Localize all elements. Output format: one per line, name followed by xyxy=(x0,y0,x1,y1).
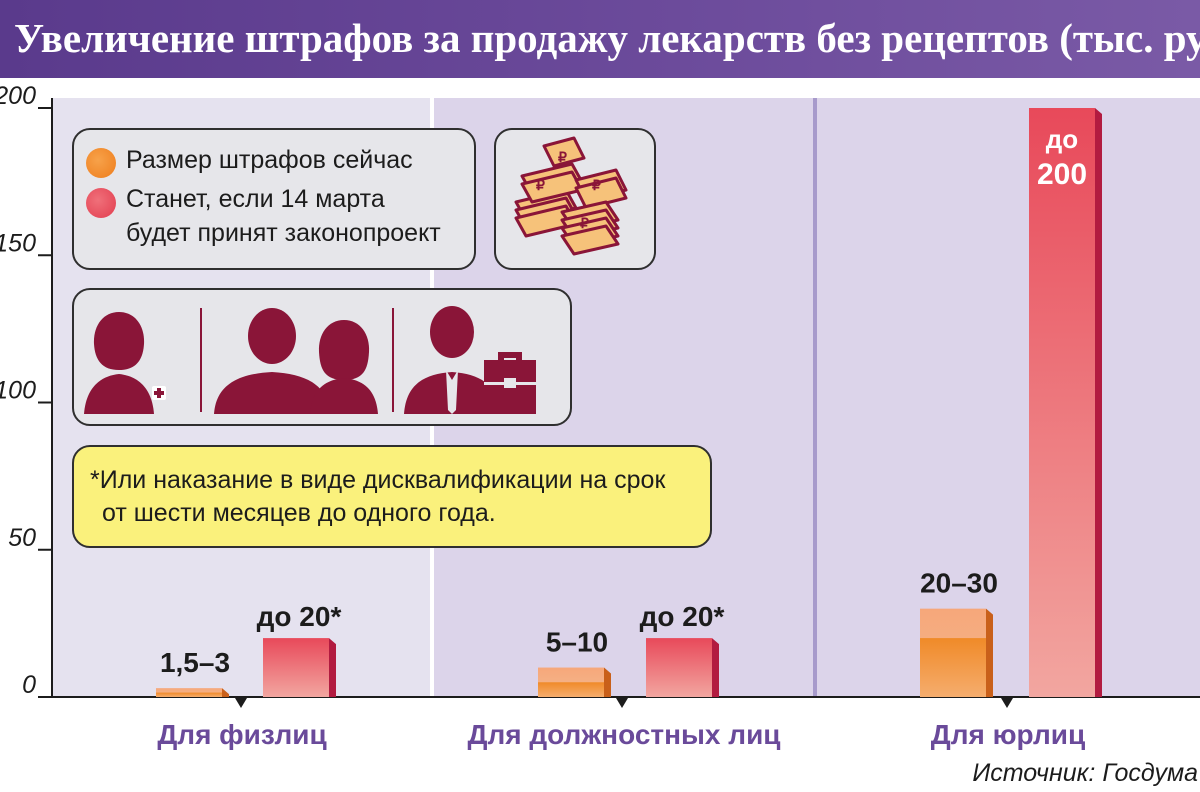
people-icons xyxy=(84,306,536,414)
category-pointer xyxy=(616,698,628,708)
svg-text:₽: ₽ xyxy=(592,177,601,193)
future-bar-label: до xyxy=(1046,124,1078,154)
people-icons-box xyxy=(72,288,572,426)
current-bar-min xyxy=(156,692,222,697)
category-pointer xyxy=(1001,698,1013,708)
svg-text:₽: ₽ xyxy=(580,215,589,231)
y-tick-label: 100 xyxy=(0,377,36,405)
svg-text:₽: ₽ xyxy=(536,177,545,193)
future-bar-label-value: 200 xyxy=(1037,158,1087,191)
businessman-briefcase-icon xyxy=(404,306,536,414)
legend-future-swatch xyxy=(86,188,116,218)
official-man-icon xyxy=(214,308,330,414)
future-bar xyxy=(646,638,712,697)
legend-box: Размер штрафов сейчас Станет, если 14 ма… xyxy=(72,128,476,270)
footnote-line2: от шести месяцев до одного года. xyxy=(102,499,496,527)
legend-current-label: Размер штрафов сейчас xyxy=(126,146,413,174)
category-label: Для юрлиц xyxy=(931,719,1085,750)
category-panel xyxy=(815,98,1200,697)
header-banner: Увеличение штрафов за продажу лекарств б… xyxy=(0,0,1200,78)
category-label: Для должностных лиц xyxy=(468,719,781,750)
future-bar xyxy=(1029,108,1095,697)
legend-current-swatch xyxy=(86,148,116,178)
footnote-line1: *Или наказание в виде дисквалификации на… xyxy=(90,466,666,494)
official-woman-icon xyxy=(310,320,378,414)
current-bar-label: 1,5–3 xyxy=(160,647,230,678)
current-bar-label: 5–10 xyxy=(546,627,608,658)
current-bar-min xyxy=(538,682,604,697)
current-bar-label: 20–30 xyxy=(920,568,998,599)
category-pointer xyxy=(235,698,247,708)
future-bar-side xyxy=(1095,108,1102,697)
pharmacist-woman-icon xyxy=(84,312,154,414)
y-tick-label: 150 xyxy=(0,229,36,257)
future-bar xyxy=(263,638,329,697)
y-tick-label: 0 xyxy=(22,671,36,699)
y-tick-label: 50 xyxy=(8,524,36,552)
panel-divider xyxy=(813,98,817,697)
footnote-box: *Или наказание в виде дисквалификации на… xyxy=(72,445,712,548)
current-bar-side xyxy=(222,688,229,697)
money-icon-box: ₽ ₽ ₽ ₽ xyxy=(494,128,656,270)
chart-title: Увеличение штрафов за продажу лекарств б… xyxy=(14,15,1200,61)
current-bar-side xyxy=(604,667,611,697)
future-bar-side xyxy=(712,638,719,697)
ruble-banknote-stacks-icon: ₽ ₽ ₽ ₽ xyxy=(514,136,628,256)
current-bar-min xyxy=(920,638,986,697)
category-label: Для физлиц xyxy=(157,719,326,750)
legend-future-label-line1: Станет, если 14 марта xyxy=(126,185,385,213)
y-tick-label: 200 xyxy=(0,82,36,110)
svg-text:₽: ₽ xyxy=(558,149,567,165)
current-bar-side xyxy=(986,608,993,697)
future-bar-label: до 20* xyxy=(257,601,342,632)
source-caption: Источник: Госдума xyxy=(972,759,1198,787)
legend-future-label-line2: будет принят законопроект xyxy=(126,219,441,247)
future-bar-side xyxy=(329,638,336,697)
future-bar-label: до 20* xyxy=(640,601,725,632)
